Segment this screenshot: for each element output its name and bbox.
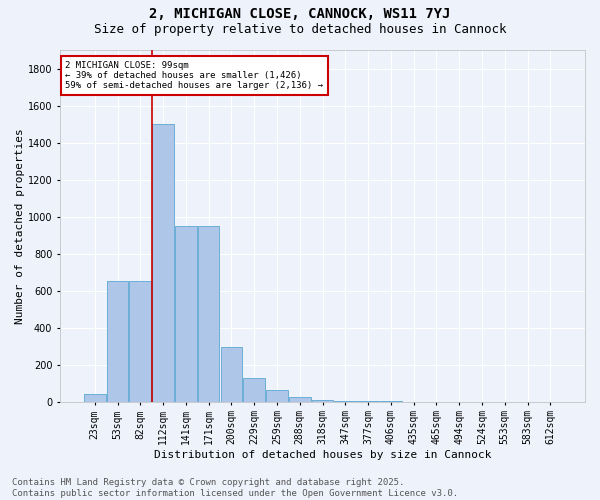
Text: Size of property relative to detached houses in Cannock: Size of property relative to detached ho… xyxy=(94,22,506,36)
Bar xyxy=(107,282,128,402)
Bar xyxy=(198,226,220,402)
Bar xyxy=(152,124,174,402)
Bar xyxy=(175,226,197,402)
Bar xyxy=(312,400,334,402)
Bar xyxy=(266,390,288,402)
Text: Contains HM Land Registry data © Crown copyright and database right 2025.
Contai: Contains HM Land Registry data © Crown c… xyxy=(12,478,458,498)
Bar xyxy=(130,282,151,402)
Bar xyxy=(289,397,311,402)
Bar xyxy=(334,400,356,402)
Bar xyxy=(221,347,242,402)
Y-axis label: Number of detached properties: Number of detached properties xyxy=(15,128,25,324)
Text: 2 MICHIGAN CLOSE: 99sqm
← 39% of detached houses are smaller (1,426)
59% of semi: 2 MICHIGAN CLOSE: 99sqm ← 39% of detache… xyxy=(65,60,323,90)
Bar xyxy=(84,394,106,402)
Bar xyxy=(244,378,265,402)
Text: 2, MICHIGAN CLOSE, CANNOCK, WS11 7YJ: 2, MICHIGAN CLOSE, CANNOCK, WS11 7YJ xyxy=(149,8,451,22)
X-axis label: Distribution of detached houses by size in Cannock: Distribution of detached houses by size … xyxy=(154,450,491,460)
